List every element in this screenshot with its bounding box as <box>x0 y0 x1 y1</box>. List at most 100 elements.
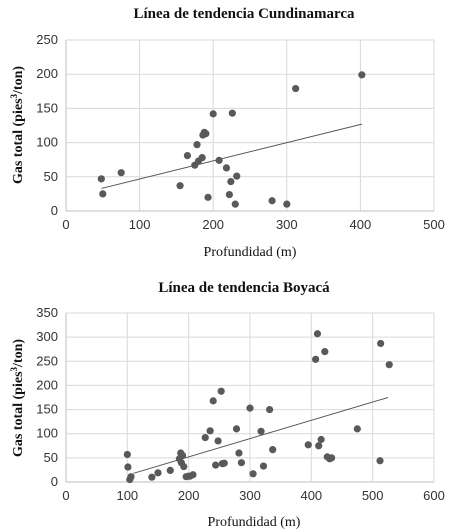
x-tick-label: 100 <box>116 488 138 503</box>
data-point <box>304 441 312 449</box>
data-point <box>321 348 329 356</box>
trendline <box>133 397 389 474</box>
chart-title: Línea de tendencia Boyacá <box>158 280 330 296</box>
x-axis-label: Profundidad (m) <box>204 245 297 260</box>
y-axis-label-end: /ton) <box>11 339 26 368</box>
data-point <box>183 151 192 160</box>
data-point <box>249 470 257 478</box>
y-axis-label-superscript: 3 <box>9 93 19 98</box>
data-point <box>127 473 135 481</box>
data-point <box>317 435 325 444</box>
data-point <box>225 190 233 199</box>
data-point <box>217 387 225 395</box>
chart-cundinamarca: Línea de tendencia Cundinamarca Profundi… <box>9 6 445 260</box>
data-point <box>327 454 336 462</box>
data-point <box>228 109 236 117</box>
data-point <box>180 462 188 471</box>
data-point <box>233 172 241 180</box>
y-tick-label: 100 <box>36 135 58 150</box>
data-point <box>220 459 228 467</box>
data-point <box>313 330 322 338</box>
x-tick-label: 200 <box>178 488 200 503</box>
x-tick-label: 100 <box>129 217 151 232</box>
data-point <box>215 156 223 164</box>
x-tick-label: 0 <box>62 488 69 503</box>
y-tick-label: 100 <box>36 426 58 441</box>
x-tick-label: 500 <box>362 488 384 503</box>
data-point <box>97 175 105 183</box>
data-point <box>193 141 201 149</box>
y-tick-label: 150 <box>36 100 58 115</box>
data-point <box>206 427 214 435</box>
y-axis-label: Gas total (pies3/ton) <box>9 339 26 457</box>
y-tick-label: 300 <box>36 329 58 344</box>
data-point <box>232 425 241 433</box>
data-point <box>117 169 125 177</box>
data-point <box>166 466 174 475</box>
data-point <box>312 355 320 363</box>
x-tick-label: 0 <box>62 217 69 232</box>
y-tick-label: 250 <box>36 353 58 368</box>
x-tick-label: 300 <box>276 217 298 232</box>
data-point <box>353 425 361 433</box>
y-axis-label-superscript: 3 <box>9 366 19 371</box>
data-point <box>214 437 222 445</box>
data-point <box>292 84 300 93</box>
data-point <box>201 433 209 442</box>
data-point <box>315 442 323 450</box>
data-point <box>148 473 156 481</box>
x-tick-label: 500 <box>423 217 445 232</box>
y-tick-label: 150 <box>36 402 58 417</box>
x-tick-label: 600 <box>423 488 445 503</box>
data-point <box>231 200 239 208</box>
data-point <box>268 197 276 205</box>
data-point <box>222 164 231 172</box>
data-point <box>202 130 210 138</box>
data-point <box>204 193 212 201</box>
y-tick-label: 350 <box>36 305 58 320</box>
data-point <box>178 451 187 460</box>
y-tick-label: 50 <box>44 450 58 465</box>
data-point <box>237 459 246 467</box>
x-axis-label: Profundidad (m) <box>208 515 301 530</box>
y-tick-label: 200 <box>36 377 58 392</box>
chart-title: Línea de tendencia Cundinamarca <box>134 6 355 22</box>
data-point <box>358 71 366 79</box>
x-tick-label: 200 <box>202 217 224 232</box>
data-point <box>227 177 235 186</box>
data-point <box>385 361 393 369</box>
y-tick-label: 250 <box>36 32 58 47</box>
data-point <box>269 446 277 454</box>
trendline <box>101 123 362 189</box>
y-axis-label-main: Gas total (pies <box>11 371 26 457</box>
x-tick-label: 300 <box>239 488 261 503</box>
x-tick-label: 400 <box>300 488 322 503</box>
y-axis-label-end: /ton) <box>11 66 26 95</box>
data-point <box>377 339 385 348</box>
data-point <box>124 463 132 471</box>
y-tick-label: 200 <box>36 66 58 81</box>
data-point <box>209 397 217 405</box>
data-point <box>209 110 217 118</box>
y-axis-label-main: Gas total (pies <box>11 98 26 184</box>
data-point <box>376 457 384 465</box>
y-tick-label: 0 <box>51 203 58 218</box>
data-point <box>266 405 274 414</box>
data-point <box>259 462 268 470</box>
y-tick-label: 50 <box>44 169 58 184</box>
chart-boyaca: Línea de tendencia Boyacá Profundidad (m… <box>9 280 445 530</box>
data-point <box>283 200 291 208</box>
data-point <box>246 404 254 412</box>
data-point <box>198 154 206 162</box>
data-point <box>123 450 131 459</box>
x-tick-label: 400 <box>350 217 372 232</box>
data-point <box>176 182 184 190</box>
data-point <box>99 190 107 198</box>
y-tick-label: 0 <box>51 474 58 489</box>
y-axis-label: Gas total (pies3/ton) <box>9 66 26 184</box>
data-point <box>212 461 220 469</box>
data-point <box>189 471 197 479</box>
data-point <box>235 449 243 457</box>
data-point <box>257 427 265 435</box>
